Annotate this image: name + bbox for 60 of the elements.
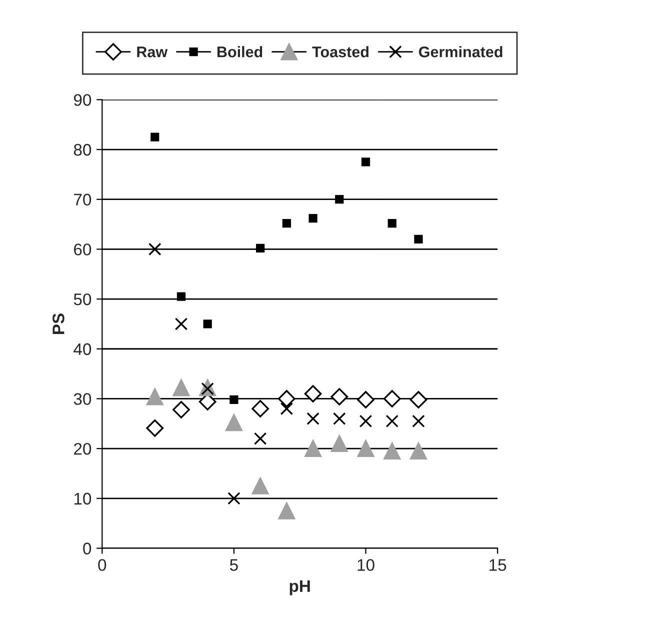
point <box>282 218 291 228</box>
legend-label: Germinated <box>418 46 502 58</box>
point <box>357 391 374 408</box>
point <box>304 385 322 402</box>
point <box>172 379 190 396</box>
point <box>361 158 370 166</box>
point <box>410 442 427 460</box>
point <box>228 492 240 505</box>
point <box>386 414 398 428</box>
point <box>150 132 160 142</box>
point <box>146 388 164 406</box>
point <box>357 440 374 458</box>
point <box>256 244 265 253</box>
point <box>330 388 348 406</box>
point <box>383 390 401 408</box>
y-tick-label: 50 <box>74 293 92 306</box>
point <box>254 432 267 445</box>
point <box>330 435 348 452</box>
point <box>252 400 269 418</box>
legend-label: Toasted <box>312 46 368 58</box>
legend-label: Boiled <box>217 46 262 58</box>
point <box>280 402 294 416</box>
x-tick-label: 15 <box>490 559 506 571</box>
legend-label: Raw <box>137 46 168 58</box>
point <box>146 419 164 437</box>
y-tick-label: 10 <box>74 492 92 505</box>
point <box>172 400 190 418</box>
point <box>335 195 344 204</box>
point <box>225 414 242 432</box>
point <box>332 412 346 426</box>
y-tick-label: 30 <box>74 393 92 405</box>
y-tick-label: 60 <box>74 244 92 256</box>
point <box>230 395 238 404</box>
point <box>174 318 188 330</box>
point <box>203 320 212 328</box>
y-tick-label: 70 <box>74 194 92 206</box>
point <box>306 412 320 426</box>
x-axis-title: pH <box>290 580 310 596</box>
point <box>304 440 322 458</box>
point <box>278 502 296 520</box>
y-tick-label: 20 <box>74 442 92 455</box>
point <box>384 442 401 460</box>
y-tick-label: 90 <box>74 94 92 106</box>
point <box>359 414 372 428</box>
point <box>412 414 425 428</box>
y-tick-label: 80 <box>74 144 92 156</box>
point <box>388 218 396 228</box>
x-tick-label: 0 <box>98 559 106 571</box>
point <box>176 292 186 301</box>
point <box>278 390 296 408</box>
y-axis-title: PS <box>52 313 64 334</box>
point <box>148 242 162 256</box>
x-tick-label: 10 <box>358 559 374 571</box>
point <box>410 391 428 408</box>
y-tick-label: 40 <box>74 343 92 356</box>
x-tick-label: 5 <box>230 559 238 571</box>
point <box>252 477 269 494</box>
point <box>308 214 318 223</box>
y-tick-label: 0 <box>83 542 92 554</box>
point <box>414 234 423 244</box>
